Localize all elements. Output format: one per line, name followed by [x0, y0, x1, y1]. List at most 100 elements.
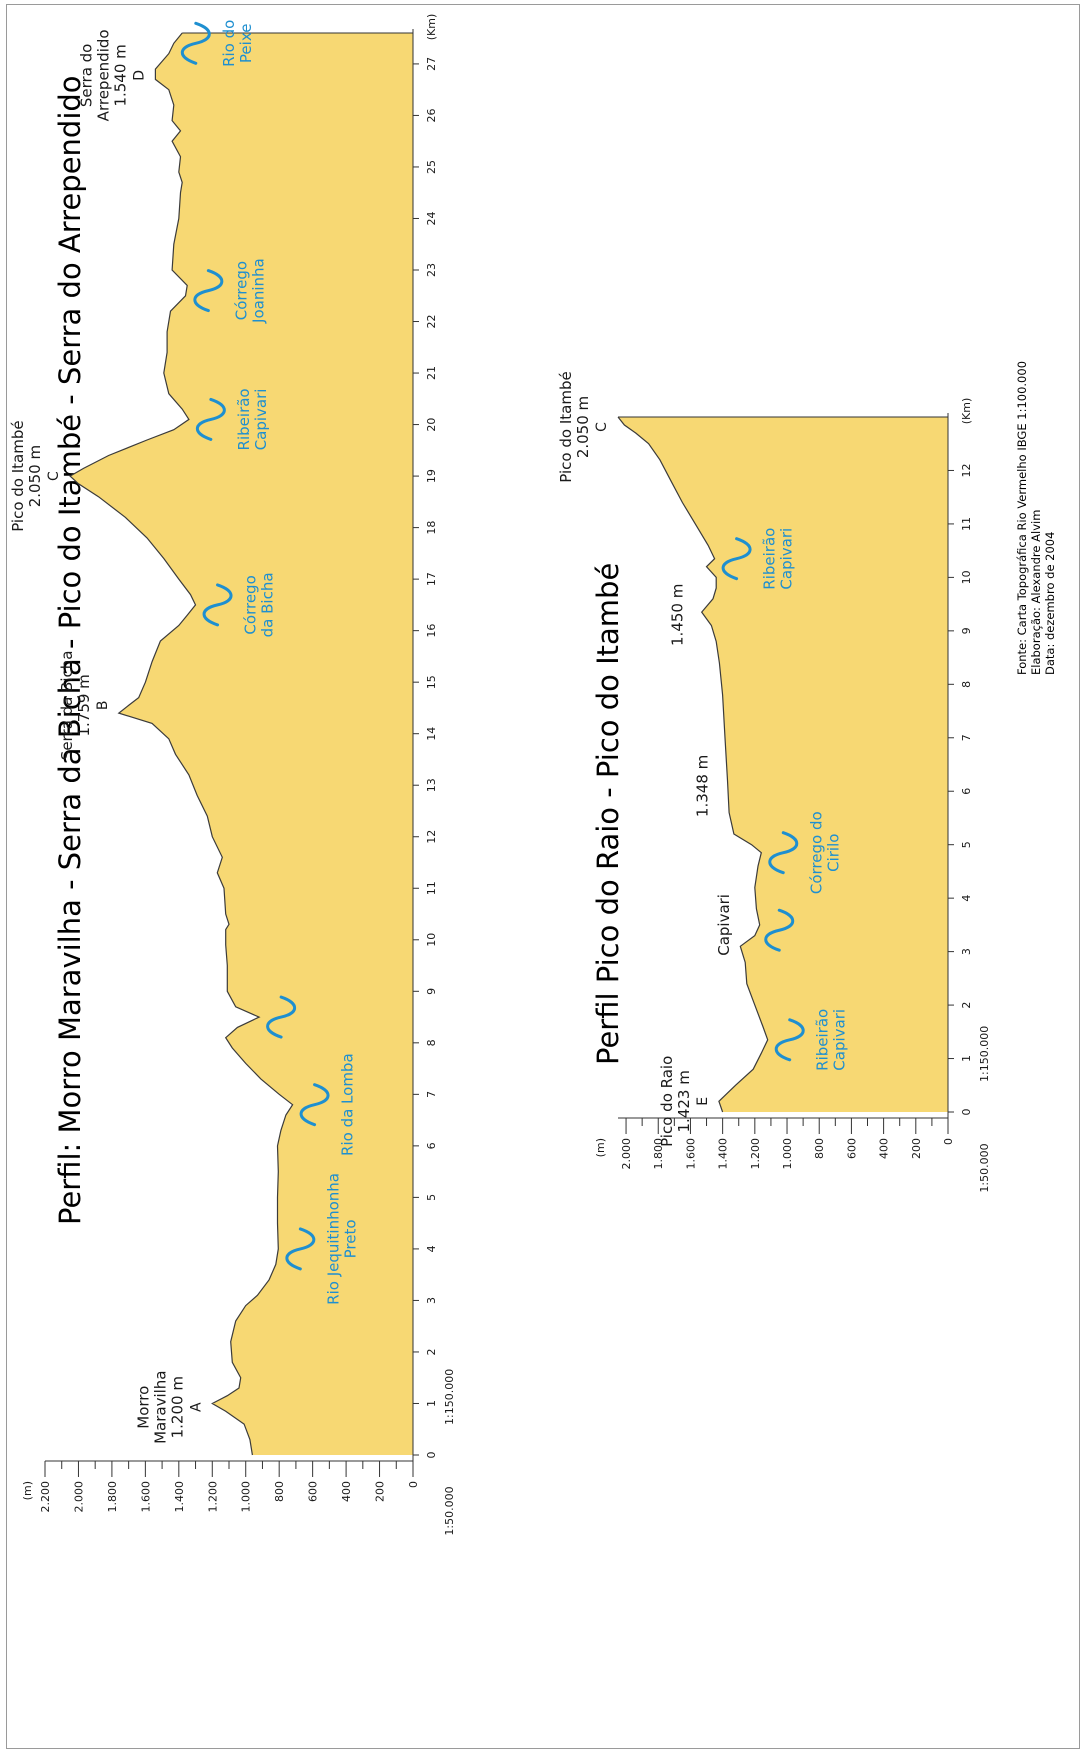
profile2-y-tick-label: 1.200	[749, 1138, 762, 1170]
profile2-river-icon	[764, 908, 795, 952]
profile1-x-tick-label: 0	[425, 1452, 438, 1459]
profile1-river-label: Peixe	[237, 24, 255, 64]
elevation-label-capivari: Capivari	[715, 894, 733, 956]
profile1-y-tick-label: 400	[340, 1481, 353, 1502]
profile2-x-tick-label: 9	[960, 627, 973, 634]
profile1-river-icon	[180, 21, 211, 65]
profile1-title: Perfil: Morro Maravilha - Serra da Bicha…	[53, 75, 87, 1225]
profile1-x-tick-label: 11	[425, 881, 438, 895]
profile1-river-label: Córrego	[232, 261, 250, 320]
profile2-chart: 0123456789101112(Km)02004006008001.0001.…	[557, 371, 991, 1192]
profile1-x-tick-label: 9	[425, 988, 438, 995]
profile1-y-tick-label: 2.200	[39, 1481, 52, 1513]
profile1-river-label: Preto	[341, 1219, 359, 1258]
profile1-x-tick-label: 24	[425, 211, 438, 225]
profile1-river-icon	[195, 397, 226, 441]
point-c-name: Pico do Itambé	[9, 420, 27, 531]
profile1-y-tick-label: 200	[374, 1481, 387, 1502]
profile1-terrain-area	[70, 33, 413, 1455]
point-c-letter: C	[46, 471, 62, 481]
profile1-x-tick-label: 27	[425, 57, 438, 71]
profile2-y-tick-label: 1.800	[652, 1138, 665, 1170]
profile1-x-tick-label: 6	[425, 1142, 438, 1149]
point-c2-name: 2.050 m	[574, 396, 592, 458]
source-line: Fonte: Carta Topográfica Rio Vermelho IB…	[1015, 361, 1029, 675]
profile2-x-tick-label: 8	[960, 681, 973, 688]
profile1-x-tick-label: 4	[425, 1245, 438, 1252]
profile2-y-tick-label: 200	[910, 1138, 923, 1159]
profile1-river-label: Ribeirão	[235, 388, 253, 450]
profile1-river-label: Joaninha	[249, 258, 267, 324]
profile1-y-tick-label: 0	[407, 1481, 420, 1488]
profile2-river-label: Capivari	[778, 528, 796, 590]
profile2-y-tick-label: 1.400	[717, 1138, 730, 1170]
point-d-letter: D	[131, 70, 147, 81]
date-line: Data: dezembro de 2004	[1043, 532, 1057, 675]
profile1-y-tick-label: 1.600	[139, 1481, 152, 1513]
profile1-x-tick-label: 1	[425, 1400, 438, 1407]
profile1-y-tick-label: 1.000	[240, 1481, 253, 1513]
profile2-vertical-scale: 1:50.000	[978, 1143, 991, 1192]
profile2-horizontal-scale: 1:150.000	[978, 1026, 991, 1082]
profile1-x-tick-label: 18	[425, 521, 438, 535]
point-a-name: 1.200 m	[168, 1376, 186, 1438]
profile2-y-tick-label: 600	[845, 1138, 858, 1159]
profile1-chart: 0123456789101112131415161718192021222324…	[9, 14, 456, 1536]
profile1-y-tick-label: 800	[273, 1481, 286, 1502]
profile1-x-tick-label: 21	[425, 366, 438, 380]
profile1-x-tick-label: 16	[425, 624, 438, 638]
point-e-name: 1.423 m	[675, 1070, 693, 1132]
profile2-x-tick-label: 11	[960, 517, 973, 531]
profile1-terrain-line	[69, 32, 294, 1456]
profile2-terrain-area	[618, 417, 948, 1112]
profile2-terrain-line	[617, 416, 769, 1113]
profile1-river-icon	[285, 1227, 316, 1271]
profile1-x-tick-label: 7	[425, 1091, 438, 1098]
author-line: Elaboração: Alexandre Alvim	[1029, 510, 1043, 675]
profile1-x-tick-label: 12	[425, 830, 438, 844]
profile1-river-icon	[193, 269, 224, 313]
profile2-x-tick-label: 7	[960, 734, 973, 741]
profile1-y-tick-label: 2.000	[72, 1481, 85, 1513]
point-a-name: Morro	[134, 1386, 152, 1429]
profile1-x-tick-label: 25	[425, 160, 438, 174]
profile1-vertical-scale: 1:50.000	[443, 1486, 456, 1535]
profile2-river-label: Córrego do	[807, 811, 825, 894]
profile1-river-icon	[202, 583, 233, 627]
profile1-y-tick-label: 1.400	[173, 1481, 186, 1513]
point-a-letter: A	[188, 1402, 204, 1412]
profile1-river-label: Capivari	[252, 389, 270, 451]
profile1-x-tick-label: 14	[425, 727, 438, 741]
point-c-name: 2.050 m	[26, 445, 44, 507]
profile2-y-tick-label: 2.000	[620, 1138, 633, 1170]
profile2-river-icon	[721, 537, 752, 581]
profile1-x-unit: (Km)	[425, 14, 438, 41]
profile2-x-tick-label: 12	[960, 463, 973, 477]
profile2-river-label: Capivari	[831, 1009, 849, 1071]
profile1-river-icon	[299, 1083, 330, 1127]
point-b-name: 1.759 m	[75, 674, 93, 736]
profile1-x-tick-label: 23	[425, 263, 438, 277]
profile2-x-tick-label: 0	[960, 1109, 973, 1116]
figure-frame	[6, 4, 1080, 1749]
profile1-x-tick-label: 22	[425, 315, 438, 329]
profile2-river-icon	[768, 831, 799, 875]
profile2-y-tick-label: 400	[878, 1138, 891, 1159]
profile2-y-tick-label: 1.600	[684, 1138, 697, 1170]
profile1-river-label: Córrego	[242, 575, 260, 634]
point-a-name: Maravilha	[151, 1371, 169, 1444]
profile1-x-tick-label: 20	[425, 418, 438, 432]
profile2-y-tick-label: 0	[942, 1138, 955, 1145]
profile2-x-tick-label: 4	[960, 895, 973, 902]
profile1-river-label: Rio do	[220, 20, 238, 67]
profile1-x-tick-label: 5	[425, 1194, 438, 1201]
profile2-x-tick-label: 3	[960, 948, 973, 955]
profile2-title: Perfil Pico do Raio - Pico do Itambé	[591, 563, 625, 1065]
profile2-river-label: Ribeirão	[814, 1009, 832, 1071]
point-d-name: Serra do	[77, 44, 95, 107]
profile1-y-tick-label: 1.200	[206, 1481, 219, 1513]
profile1-x-tick-label: 15	[425, 675, 438, 689]
profile1-x-tick-label: 26	[425, 108, 438, 122]
